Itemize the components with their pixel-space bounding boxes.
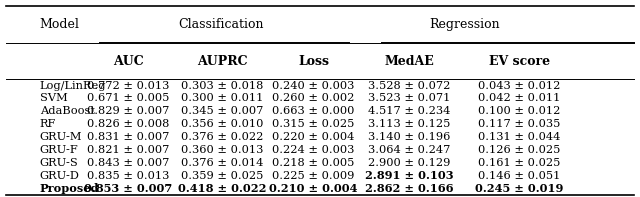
Text: 0.260 ± 0.002: 0.260 ± 0.002 (273, 93, 355, 103)
Text: 3.523 ± 0.071: 3.523 ± 0.071 (369, 93, 451, 103)
Text: 0.663 ± 0.000: 0.663 ± 0.000 (273, 106, 355, 116)
Text: 0.826 ± 0.008: 0.826 ± 0.008 (87, 119, 169, 129)
Text: 0.835 ± 0.013: 0.835 ± 0.013 (87, 171, 169, 181)
Text: 0.300 ± 0.011: 0.300 ± 0.011 (181, 93, 263, 103)
Text: 0.772 ± 0.013: 0.772 ± 0.013 (87, 81, 169, 90)
Text: 0.418 ± 0.022: 0.418 ± 0.022 (178, 183, 266, 194)
Text: 3.113 ± 0.125: 3.113 ± 0.125 (369, 119, 451, 129)
Text: 0.043 ± 0.012: 0.043 ± 0.012 (479, 81, 561, 90)
Text: 0.315 ± 0.025: 0.315 ± 0.025 (273, 119, 355, 129)
Text: 3.064 ± 0.247: 3.064 ± 0.247 (369, 145, 451, 155)
Text: 0.821 ± 0.007: 0.821 ± 0.007 (87, 145, 169, 155)
Text: GRU-M: GRU-M (40, 132, 82, 142)
Text: 0.853 ± 0.007: 0.853 ± 0.007 (84, 183, 172, 194)
Text: 0.360 ± 0.013: 0.360 ± 0.013 (181, 145, 263, 155)
Text: 0.671 ± 0.005: 0.671 ± 0.005 (87, 93, 169, 103)
Text: 0.131 ± 0.044: 0.131 ± 0.044 (479, 132, 561, 142)
Text: Regression: Regression (429, 18, 500, 31)
Text: 0.126 ± 0.025: 0.126 ± 0.025 (479, 145, 561, 155)
Text: 0.356 ± 0.010: 0.356 ± 0.010 (181, 119, 263, 129)
Text: 0.245 ± 0.019: 0.245 ± 0.019 (476, 183, 564, 194)
Text: 0.359 ± 0.025: 0.359 ± 0.025 (181, 171, 263, 181)
Text: 0.831 ± 0.007: 0.831 ± 0.007 (87, 132, 169, 142)
Text: Loss: Loss (298, 55, 329, 68)
Text: 3.528 ± 0.072: 3.528 ± 0.072 (369, 81, 451, 90)
Text: 0.225 ± 0.009: 0.225 ± 0.009 (273, 171, 355, 181)
Text: 0.100 ± 0.012: 0.100 ± 0.012 (479, 106, 561, 116)
Text: 0.042 ± 0.011: 0.042 ± 0.011 (479, 93, 561, 103)
Text: GRU-F: GRU-F (40, 145, 79, 155)
Text: 0.146 ± 0.051: 0.146 ± 0.051 (479, 171, 561, 181)
Text: 0.224 ± 0.003: 0.224 ± 0.003 (273, 145, 355, 155)
Text: EV score: EV score (489, 55, 550, 68)
Text: Model: Model (40, 18, 79, 31)
Text: 0.376 ± 0.014: 0.376 ± 0.014 (181, 158, 263, 168)
Text: 3.140 ± 0.196: 3.140 ± 0.196 (369, 132, 451, 142)
Text: Classification: Classification (178, 18, 264, 31)
Text: AUPRC: AUPRC (196, 55, 248, 68)
Text: GRU-S: GRU-S (40, 158, 79, 168)
Text: AUC: AUC (113, 55, 143, 68)
Text: RF: RF (40, 119, 56, 129)
Text: SVM: SVM (40, 93, 67, 103)
Text: 0.345 ± 0.007: 0.345 ± 0.007 (181, 106, 263, 116)
Text: 0.161 ± 0.025: 0.161 ± 0.025 (479, 158, 561, 168)
Text: 0.210 ± 0.004: 0.210 ± 0.004 (269, 183, 358, 194)
Text: 0.303 ± 0.018: 0.303 ± 0.018 (181, 81, 263, 90)
Text: 0.220 ± 0.004: 0.220 ± 0.004 (273, 132, 355, 142)
Text: 0.218 ± 0.005: 0.218 ± 0.005 (273, 158, 355, 168)
Text: 0.240 ± 0.003: 0.240 ± 0.003 (273, 81, 355, 90)
Text: AdaBoost: AdaBoost (40, 106, 95, 116)
Text: 0.117 ± 0.035: 0.117 ± 0.035 (479, 119, 561, 129)
Text: 0.843 ± 0.007: 0.843 ± 0.007 (87, 158, 169, 168)
Text: 0.829 ± 0.007: 0.829 ± 0.007 (87, 106, 169, 116)
Text: 4.517 ± 0.234: 4.517 ± 0.234 (369, 106, 451, 116)
Text: 2.900 ± 0.129: 2.900 ± 0.129 (369, 158, 451, 168)
Text: 2.862 ± 0.166: 2.862 ± 0.166 (365, 183, 454, 194)
Text: 0.376 ± 0.022: 0.376 ± 0.022 (181, 132, 263, 142)
Text: MedAE: MedAE (385, 55, 435, 68)
Text: 2.891 ± 0.103: 2.891 ± 0.103 (365, 170, 454, 181)
Text: Log/LinReg: Log/LinReg (40, 81, 106, 90)
Text: GRU-D: GRU-D (40, 171, 79, 181)
Text: Proposed: Proposed (40, 183, 99, 194)
